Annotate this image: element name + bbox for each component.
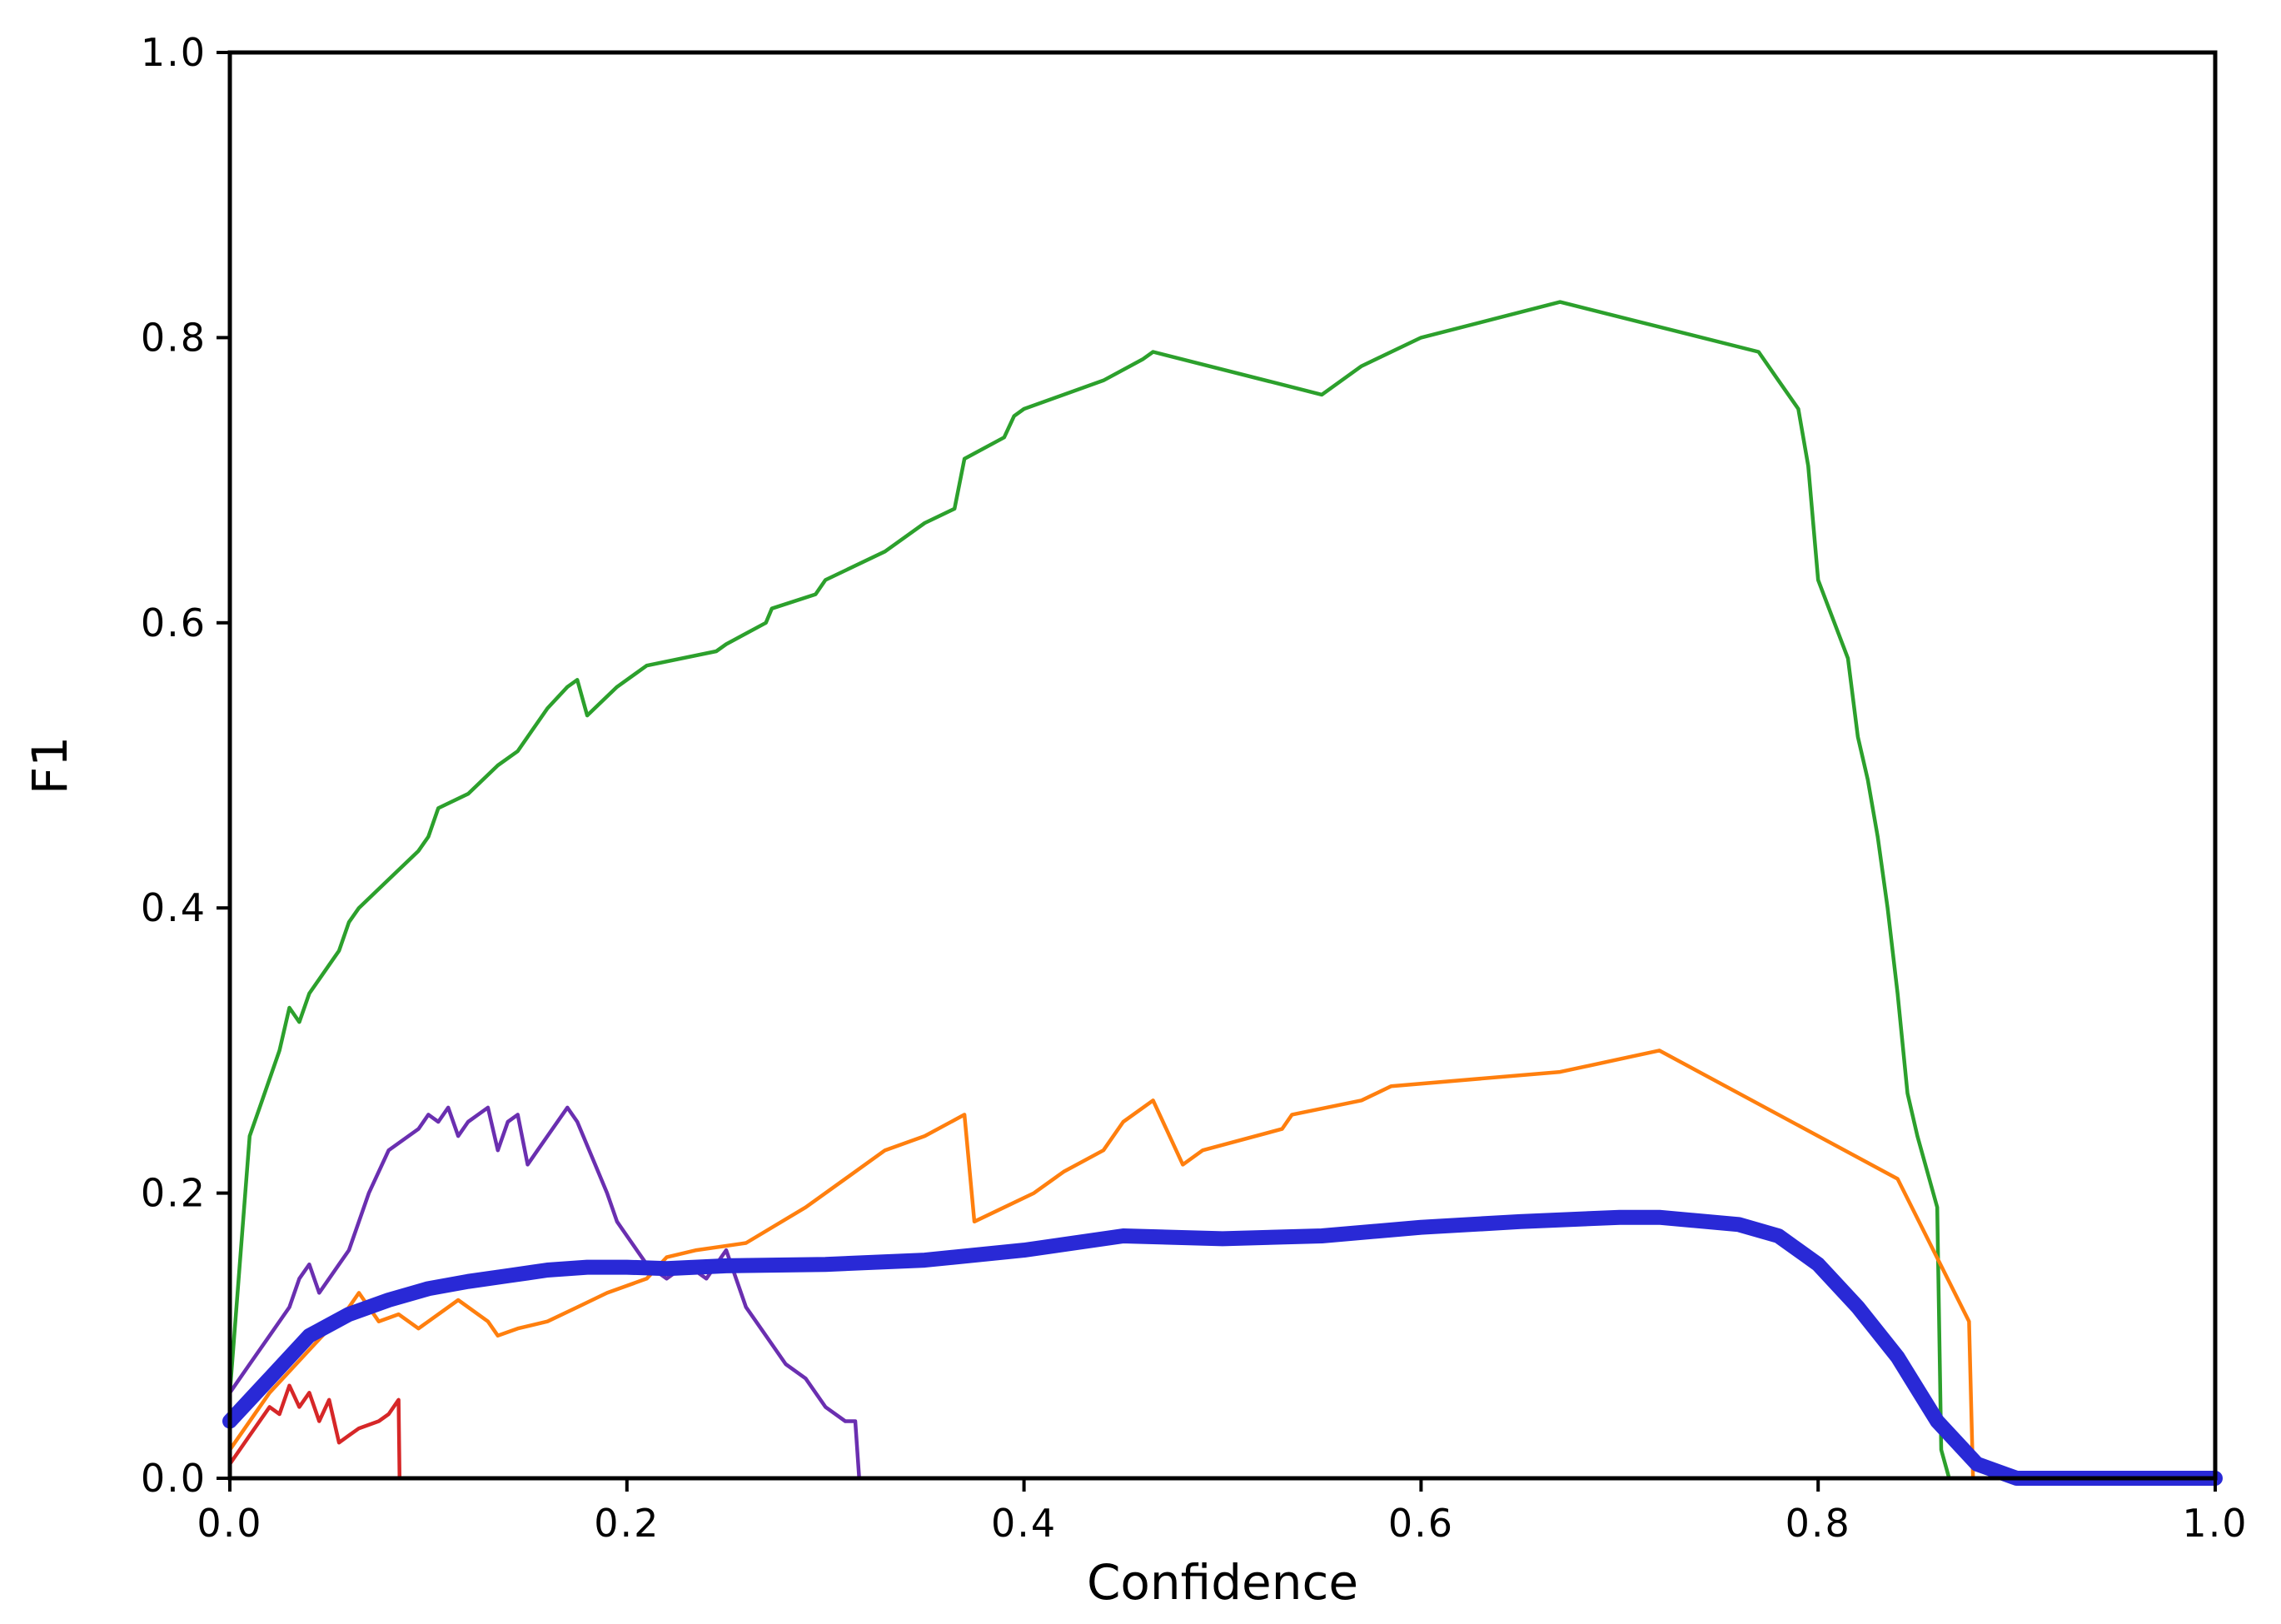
series-line-1 (227, 300, 1951, 1481)
x-tick-label: 1.0 (2182, 1501, 2248, 1546)
plot-area-frame (227, 50, 2218, 1481)
x-tick-label: 0.4 (991, 1501, 1057, 1546)
series-layer (222, 300, 2223, 1486)
series-line-3 (227, 1383, 402, 1481)
y-tick-label: 1.0 (141, 30, 207, 75)
x-tick-label: 0.2 (594, 1501, 660, 1546)
y-axis-label: F1 (22, 736, 78, 795)
series-line-5 (222, 1209, 2223, 1486)
y-tick-label: 0.8 (141, 315, 207, 360)
x-tick-label: 0.0 (197, 1501, 262, 1546)
x-tick-label: 0.8 (1785, 1501, 1851, 1546)
x-tick-label: 0.6 (1388, 1501, 1454, 1546)
y-axis-ticks: 0.0 0.2 0.4 0.6 0.8 1.0 (141, 30, 230, 1501)
series-line-4 (227, 1105, 861, 1481)
y-tick-label: 0.0 (141, 1456, 207, 1501)
x-axis-ticks: 0.0 0.2 0.4 0.6 0.8 1.0 (197, 1478, 2248, 1546)
y-tick-label: 0.4 (141, 885, 207, 930)
y-tick-label: 0.6 (141, 600, 207, 645)
y-tick-label: 0.2 (141, 1171, 207, 1216)
x-axis-label: Confidence (1087, 1554, 1358, 1611)
series-line-2 (227, 1049, 1975, 1481)
